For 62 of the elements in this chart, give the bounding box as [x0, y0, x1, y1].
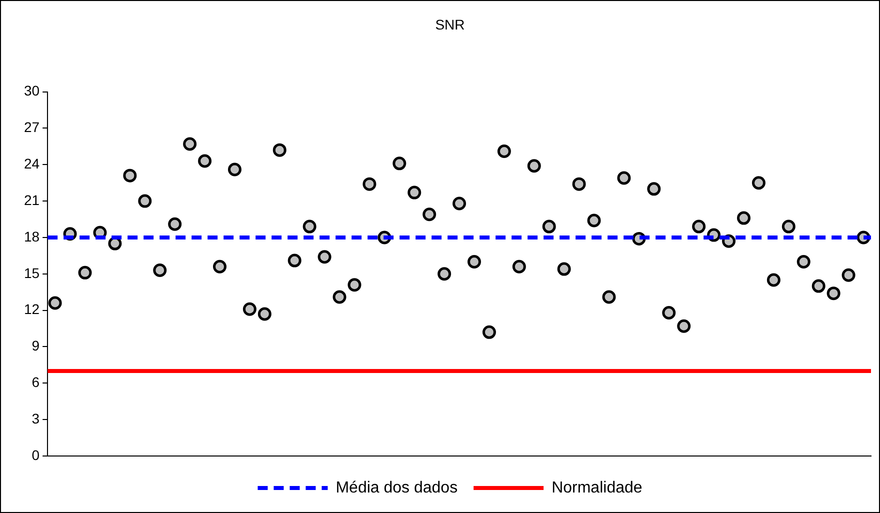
point: [258, 307, 272, 321]
point: [602, 290, 616, 304]
point: [782, 220, 796, 234]
y-tick-label: 24: [24, 156, 40, 172]
point: [168, 217, 182, 231]
point: [482, 325, 496, 339]
point: [812, 279, 826, 293]
point: [242, 302, 256, 316]
y-tick-label: 15: [24, 264, 40, 281]
point: [692, 220, 706, 234]
point: [587, 214, 601, 228]
point: [288, 254, 302, 268]
point: [766, 273, 780, 287]
y-tick-label: 30: [24, 82, 40, 99]
point: [752, 176, 766, 190]
point: [348, 278, 362, 292]
point: [842, 268, 856, 282]
point: [647, 182, 661, 196]
point: [617, 171, 631, 185]
y-tick-label: 0: [32, 446, 40, 463]
point: [183, 137, 197, 151]
point: [736, 211, 750, 225]
point: [302, 220, 316, 234]
point: [108, 236, 122, 250]
y-tick-label: 3: [32, 410, 40, 426]
point: [422, 208, 436, 222]
point: [332, 290, 346, 304]
point: [677, 319, 691, 333]
point: [527, 159, 541, 173]
point: [662, 306, 676, 320]
point: [408, 186, 422, 200]
point: [542, 220, 556, 234]
point: [497, 144, 511, 158]
point: [153, 264, 167, 278]
point: [826, 286, 840, 300]
point: [438, 267, 452, 281]
point: [198, 154, 212, 168]
point: [452, 196, 466, 210]
y-tick-label: 21: [24, 192, 40, 208]
point: [512, 260, 526, 274]
point: [138, 194, 152, 208]
point: [392, 156, 406, 170]
y-tick-label: 18: [24, 228, 40, 244]
y-tick-label: 27: [24, 119, 40, 136]
point: [468, 255, 482, 269]
point: [557, 262, 571, 276]
y-tick-label: 6: [32, 374, 40, 390]
point: [572, 177, 586, 191]
legend-label: Média dos dados: [336, 479, 458, 496]
point: [48, 296, 62, 310]
legend-label: Normalidade: [552, 479, 642, 496]
point: [212, 260, 226, 274]
point: [228, 162, 242, 176]
point: [362, 177, 376, 191]
point: [272, 143, 286, 157]
point: [796, 255, 810, 269]
y-tick-label: 12: [24, 301, 40, 318]
point: [318, 250, 332, 264]
point: [78, 266, 92, 280]
chart-title: SNR: [435, 16, 465, 32]
point: [123, 168, 137, 182]
y-tick-label: 9: [32, 338, 40, 354]
